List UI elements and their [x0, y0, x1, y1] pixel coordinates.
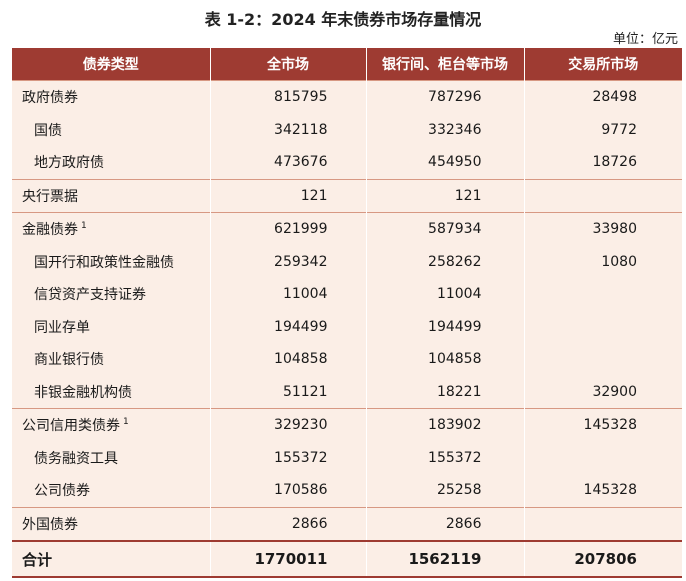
- row-name: 合计: [12, 540, 211, 578]
- cell-all-market: 2866: [209, 506, 367, 541]
- row-name: 央行票据: [12, 178, 211, 213]
- cell-exchange-market: 207806: [523, 540, 682, 578]
- cell-interbank-market: 587934: [365, 212, 525, 246]
- table-row: 商业银行债 104858 104858: [12, 343, 682, 376]
- cell-exchange-market: 33980: [523, 212, 682, 246]
- cell-all-market: 621999: [209, 212, 367, 246]
- cell-interbank-market: 11004: [365, 278, 525, 311]
- header-interbank-market: 银行间、柜台等市场: [365, 48, 525, 81]
- cell-all-market: 815795: [209, 80, 367, 114]
- header-row: 债券类型 全市场 银行间、柜台等市场 交易所市场: [12, 48, 682, 81]
- table-row: 外国债券 2866 2866: [12, 506, 682, 541]
- cell-exchange-market: 145328: [523, 408, 682, 442]
- cell-all-market: 155372: [209, 441, 367, 474]
- table-title: 表 1-2：2024 年末债券市场存量情况: [204, 10, 482, 29]
- table-row: 信贷资产支持证券 11004 11004: [12, 278, 682, 311]
- cell-interbank-market: 18221: [365, 375, 525, 409]
- cell-interbank-market: 454950: [365, 146, 525, 179]
- cell-all-market: 329230: [209, 408, 367, 442]
- row-name: 信贷资产支持证券: [12, 278, 211, 311]
- cell-exchange-market: 9772: [523, 113, 682, 146]
- cell-exchange-market: 18726: [523, 146, 682, 179]
- header-bond-type: 债券类型: [12, 48, 211, 81]
- table-row: 非银金融机构债 51121 18221 32900: [12, 375, 682, 409]
- bond-stock-table: 债券类型 全市场 银行间、柜台等市场 交易所市场 政府债券 815795 787…: [12, 48, 682, 578]
- row-name: 外国债券: [12, 506, 211, 541]
- unit-label: 单位：亿元: [612, 32, 678, 47]
- cell-exchange-market: 145328: [523, 474, 682, 507]
- cell-interbank-market: 194499: [365, 310, 525, 343]
- cell-interbank-market: 25258: [365, 474, 525, 507]
- cell-exchange-market: [523, 441, 682, 474]
- cell-interbank-market: 332346: [365, 113, 525, 146]
- row-name: 国开行和政策性金融债: [12, 245, 211, 278]
- cell-exchange-market: 1080: [523, 245, 682, 278]
- cell-all-market: 473676: [209, 146, 367, 179]
- table-row: 国债 342118 332346 9772: [12, 113, 682, 146]
- table-row: 债务融资工具 155372 155372: [12, 441, 682, 474]
- cell-all-market: 1770011: [209, 540, 367, 578]
- row-name: 金融债券 1: [12, 212, 211, 246]
- cell-all-market: 259342: [209, 245, 367, 278]
- row-name: 商业银行债: [12, 343, 211, 376]
- row-name: 地方政府债: [12, 146, 211, 179]
- header-exchange-market: 交易所市场: [523, 48, 682, 81]
- cell-interbank-market: 183902: [365, 408, 525, 442]
- cell-interbank-market: 2866: [365, 506, 525, 541]
- cell-all-market: 121: [209, 178, 367, 213]
- table-row: 公司债券 170586 25258 145328: [12, 474, 682, 507]
- total-row: 合计 1770011 1562119 207806: [12, 540, 682, 578]
- table-row: 国开行和政策性金融债 259342 258262 1080: [12, 245, 682, 278]
- row-name: 债务融资工具: [12, 441, 211, 474]
- cell-exchange-market: 32900: [523, 375, 682, 409]
- cell-exchange-market: [523, 343, 682, 376]
- row-name: 非银金融机构债: [12, 375, 211, 409]
- cell-interbank-market: 155372: [365, 441, 525, 474]
- cell-exchange-market: [523, 506, 682, 541]
- cell-interbank-market: 1562119: [365, 540, 525, 578]
- header-all-market: 全市场: [209, 48, 367, 81]
- table-row: 公司信用类债券 1 329230 183902 145328: [12, 408, 682, 442]
- cell-exchange-market: [523, 310, 682, 343]
- cell-all-market: 104858: [209, 343, 367, 376]
- cell-interbank-market: 787296: [365, 80, 525, 114]
- cell-all-market: 170586: [209, 474, 367, 507]
- cell-exchange-market: 28498: [523, 80, 682, 114]
- table-row: 央行票据 121 121: [12, 178, 682, 213]
- cell-all-market: 342118: [209, 113, 367, 146]
- table-row: 金融债券 1 621999 587934 33980: [12, 212, 682, 246]
- cell-interbank-market: 121: [365, 178, 525, 213]
- table-row: 地方政府债 473676 454950 18726: [12, 146, 682, 179]
- cell-all-market: 51121: [209, 375, 367, 409]
- cell-exchange-market: [523, 278, 682, 311]
- row-name: 同业存单: [12, 310, 211, 343]
- row-name: 政府债券: [12, 80, 211, 114]
- row-name: 国债: [12, 113, 211, 146]
- cell-interbank-market: 258262: [365, 245, 525, 278]
- table-row: 同业存单 194499 194499: [12, 310, 682, 343]
- cell-all-market: 194499: [209, 310, 367, 343]
- row-name: 公司信用类债券 1: [12, 408, 211, 442]
- row-name: 公司债券: [12, 474, 211, 507]
- cell-exchange-market: [523, 178, 682, 213]
- cell-all-market: 11004: [209, 278, 367, 311]
- table-row: 政府债券 815795 787296 28498: [12, 80, 682, 114]
- cell-interbank-market: 104858: [365, 343, 525, 376]
